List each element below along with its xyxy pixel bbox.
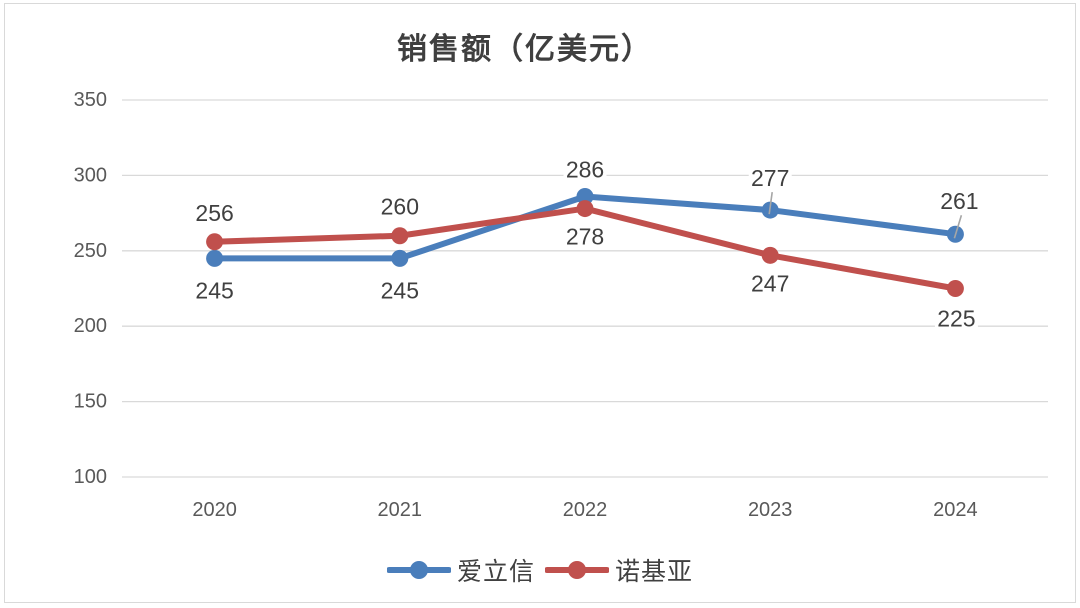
data-label-爱立信-2024: 261	[940, 188, 978, 214]
data-label-bg	[378, 277, 422, 304]
data-point-诺基亚-2024	[946, 280, 964, 297]
legend-dot	[568, 561, 586, 579]
data-label-bg	[748, 165, 792, 192]
data-point-诺基亚-2021	[391, 227, 409, 245]
y-axis-tick-label: 350	[74, 89, 107, 111]
legend-line-marker-icon	[545, 561, 609, 579]
data-label-bg	[193, 277, 237, 304]
legend-line-marker-icon	[386, 561, 451, 579]
data-label-爱立信-2021: 245	[381, 277, 419, 303]
data-label-爱立信-2022: 286	[566, 157, 604, 183]
data-label-bg	[748, 270, 792, 297]
data-label-爱立信-2023: 277	[751, 165, 789, 191]
data-label-诺基亚-2022: 278	[566, 224, 604, 250]
y-axis-tick-label: 200	[74, 315, 107, 337]
data-label-诺基亚-2023: 247	[751, 270, 789, 296]
data-label-诺基亚-2024: 225	[937, 306, 975, 332]
y-axis-tick-label: 150	[74, 391, 107, 413]
data-label-bg	[193, 199, 237, 226]
legend-dot	[409, 561, 428, 579]
legend-item-诺基亚: 诺基亚	[545, 552, 693, 588]
data-label-bg	[937, 188, 981, 215]
data-label-leader-line	[953, 214, 963, 239]
chart-legend: 爱立信 诺基亚	[0, 552, 1080, 588]
legend-item-爱立信: 爱立信	[386, 552, 535, 588]
data-point-诺基亚-2022	[576, 200, 594, 218]
x-axis-tick-label: 2023	[748, 499, 793, 521]
data-point-爱立信-2022	[576, 188, 594, 206]
data-label-bg	[563, 223, 607, 250]
data-point-诺基亚-2023	[761, 246, 779, 264]
data-label-bg	[378, 193, 422, 220]
x-axis-tick-label: 2022	[563, 499, 608, 521]
data-label-leader-line	[768, 191, 773, 215]
chart-border	[4, 3, 1076, 603]
x-axis-tick-label: 2024	[933, 499, 978, 521]
legend-label: 爱立信	[456, 557, 535, 586]
y-axis-tick-label: 250	[74, 240, 107, 262]
chart-title: 销售额（亿美元）	[397, 32, 653, 67]
x-axis-tick-label: 2020	[192, 499, 237, 521]
data-label-爱立信-2020: 245	[195, 277, 233, 303]
data-label-bg	[934, 305, 978, 332]
data-point-爱立信-2021	[391, 249, 409, 267]
data-point-诺基亚-2020	[206, 233, 224, 251]
data-point-爱立信-2020	[206, 249, 224, 267]
data-label-bg	[563, 156, 607, 183]
data-label-诺基亚-2020: 256	[195, 200, 233, 226]
y-axis-tick-label: 100	[74, 466, 107, 488]
data-label-诺基亚-2021: 260	[381, 194, 419, 220]
x-axis-tick-label: 2021	[378, 499, 423, 521]
legend-label: 诺基亚	[615, 557, 694, 586]
y-axis-tick-label: 300	[74, 164, 107, 186]
